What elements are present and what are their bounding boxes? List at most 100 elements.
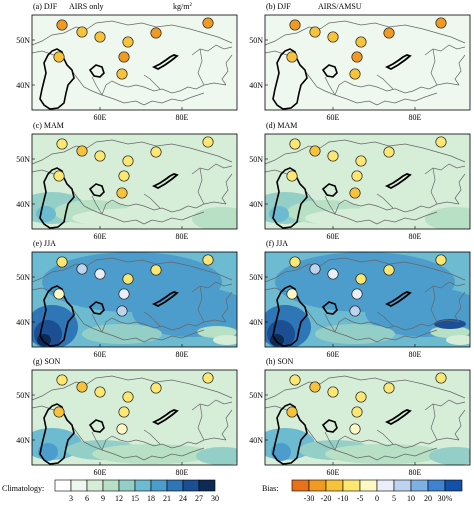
panel-label: (e) JJA	[33, 239, 56, 248]
colorbar-tick-label: 18	[147, 494, 155, 503]
caspian-sea-outline	[272, 285, 308, 347]
station-marker	[351, 288, 363, 300]
panel-label: (g) SON	[33, 357, 61, 366]
lat-tick-label: 40N	[16, 436, 30, 445]
caspian-sea-outline	[272, 403, 308, 465]
colorbar-swatch	[342, 479, 361, 492]
station-marker	[202, 254, 214, 266]
lake-balkhash-outline	[151, 54, 179, 71]
lake-balkhash-outline	[384, 54, 412, 71]
station-marker	[327, 150, 339, 162]
station-marker	[286, 170, 298, 182]
panel-label: (d) MAM	[266, 121, 297, 130]
lon-tick-label: 80E	[176, 113, 189, 122]
station-marker	[94, 150, 106, 162]
station-marker	[53, 288, 65, 300]
lon-tick-label: 60E	[94, 350, 107, 359]
station-marker	[118, 170, 130, 182]
panel-label: (c) MAM	[33, 121, 64, 130]
colorbar-swatch	[86, 479, 104, 492]
station-marker	[150, 382, 162, 394]
colorbar-tick-label: 20	[424, 494, 432, 503]
station-marker	[327, 386, 339, 398]
lon-tick-label: 80E	[409, 113, 422, 122]
lon-tick-label: 60E	[327, 113, 340, 122]
colorbar-swatch	[393, 479, 412, 492]
colorbar-swatch	[291, 479, 310, 492]
station-marker	[309, 381, 321, 393]
lat-tick-label: 40N	[249, 81, 263, 90]
caspian-sea-outline	[39, 403, 75, 465]
station-marker	[76, 263, 88, 275]
lat-tick-label: 50N	[249, 36, 263, 45]
station-marker	[355, 273, 367, 285]
colorbar-swatch	[198, 479, 216, 492]
aral-sea-outline	[321, 183, 338, 197]
climatology-label: Climatology:	[2, 484, 44, 493]
panel-gson: (g) SON 50N 40N 60E 80E	[16, 357, 238, 477]
left-column-title: AIRS only	[69, 2, 103, 11]
colorbar-swatch	[182, 479, 200, 492]
station-marker	[94, 31, 106, 43]
station-marker	[116, 305, 128, 317]
station-marker	[435, 136, 447, 148]
lon-tick-label: 80E	[176, 468, 189, 477]
station-marker	[327, 31, 339, 43]
station-marker	[76, 145, 88, 157]
station-marker	[286, 406, 298, 418]
lat-tick-label: 50N	[16, 36, 30, 45]
colorbar-tick-label: -10	[338, 494, 349, 503]
lat-tick-label: 50N	[16, 391, 30, 400]
caspian-sea-outline	[39, 167, 75, 229]
station-marker	[118, 288, 130, 300]
caspian-sea-outline	[272, 48, 308, 110]
station-marker	[122, 273, 134, 285]
lon-tick-label: 80E	[409, 468, 422, 477]
station-marker	[309, 263, 321, 275]
lon-tick-label: 80E	[409, 350, 422, 359]
station-marker	[53, 406, 65, 418]
colorbar-swatch	[376, 479, 395, 492]
station-marker	[355, 155, 367, 167]
station-marker	[56, 138, 68, 150]
colorbar-swatch	[150, 479, 168, 492]
station-marker	[56, 19, 68, 31]
colorbar-tick-label: 21	[163, 494, 171, 503]
panel-label: (h) SON	[266, 357, 294, 366]
station-marker	[383, 382, 395, 394]
colorbar-tick-label: -30	[304, 494, 315, 503]
colorbar-tick-label: 12	[115, 494, 123, 503]
station-marker	[289, 256, 301, 268]
station-marker	[309, 26, 321, 38]
aral-sea-outline	[321, 301, 338, 315]
panel-dmam: (d) MAM 50N 40N 60E 80E	[249, 121, 471, 241]
colorbar-swatch	[308, 479, 327, 492]
lon-tick-label: 60E	[327, 232, 340, 241]
colorbar-tick-label: -5	[357, 494, 364, 503]
colorbar-tick-label: 24	[179, 494, 187, 503]
station-marker	[435, 17, 447, 29]
lat-tick-label: 40N	[249, 200, 263, 209]
lon-tick-label: 60E	[327, 468, 340, 477]
caspian-sea-outline	[39, 285, 75, 347]
climatology-colorbar: Climatology: 3 6 9 12 15 18 21 24 27 30	[2, 479, 219, 503]
station-marker	[56, 374, 68, 386]
panel-ejja: (e) JJA 50N 40N 60E 80E	[16, 239, 238, 359]
station-marker	[76, 26, 88, 38]
station-marker	[383, 146, 395, 158]
station-marker	[150, 146, 162, 158]
lon-tick-label: 80E	[409, 232, 422, 241]
station-marker	[309, 145, 321, 157]
colorbar-tick-label: 15	[131, 494, 139, 503]
colorbar-tick-label: 5	[392, 494, 396, 503]
station-marker	[116, 187, 128, 199]
colorbar-tick-label: 27	[195, 494, 203, 503]
colorbar-swatch	[70, 479, 88, 492]
station-marker	[289, 19, 301, 31]
lat-tick-label: 40N	[249, 436, 263, 445]
colorbar-tick-label: 30	[211, 494, 219, 503]
colorbar-swatch	[166, 479, 184, 492]
lat-tick-label: 50N	[249, 391, 263, 400]
units-label: kg/m2	[173, 2, 192, 11]
